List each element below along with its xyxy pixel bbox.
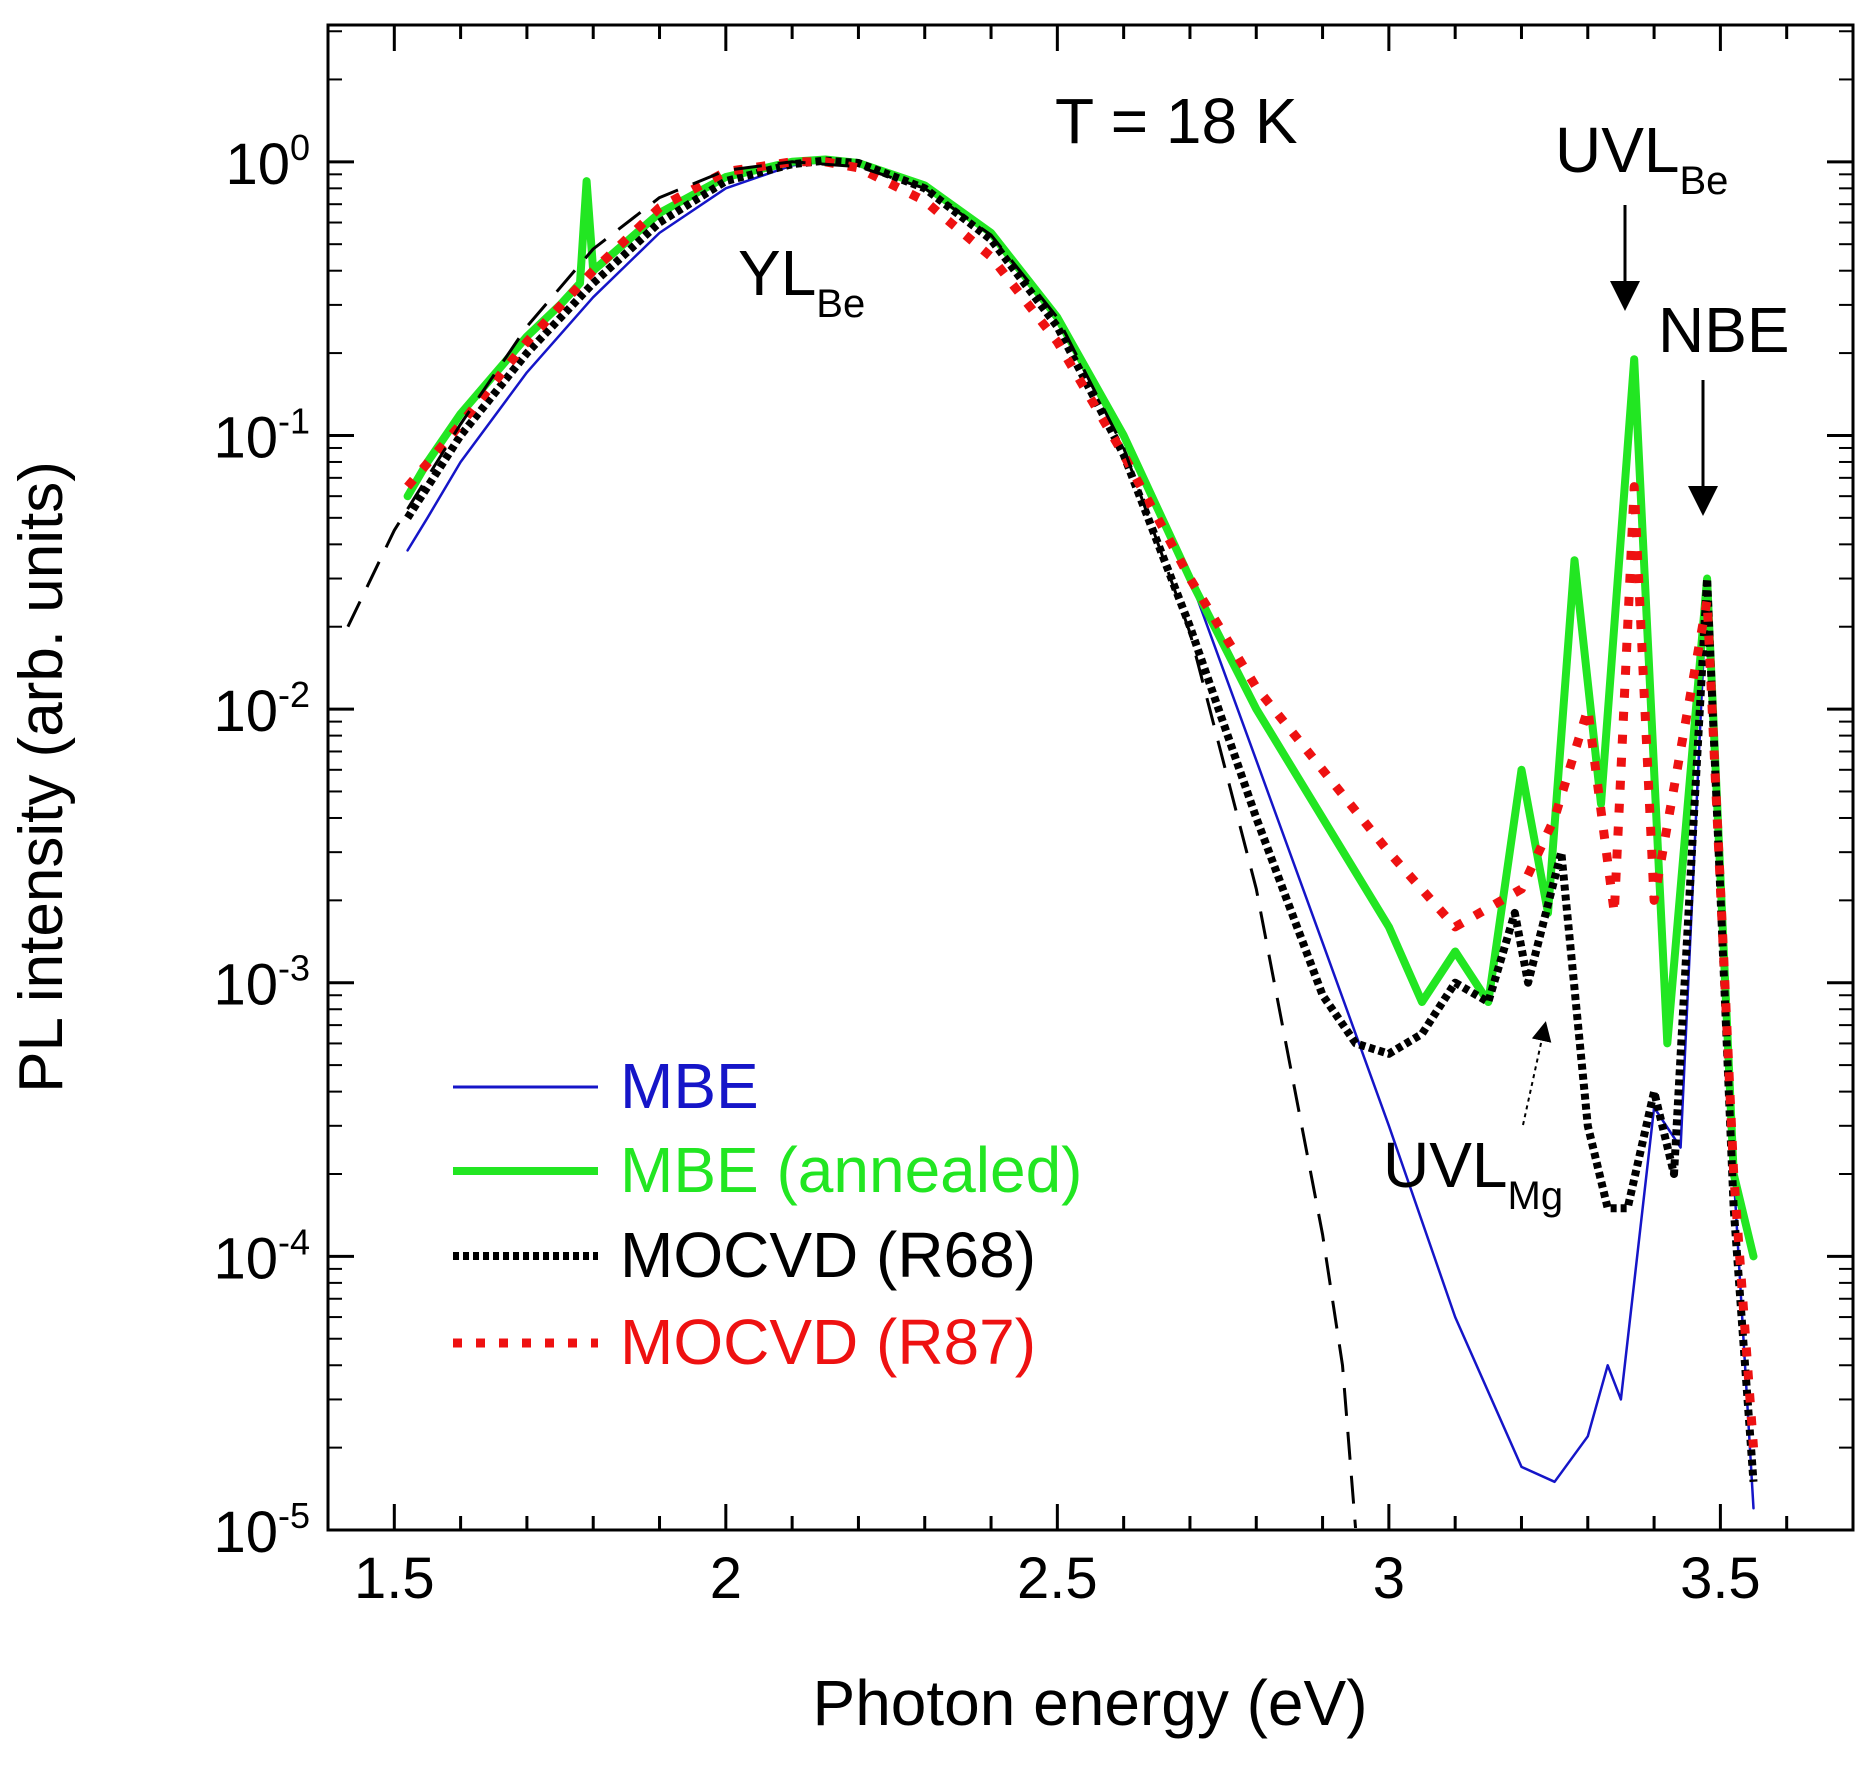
series-group [346, 155, 1758, 1528]
y-axis-label: PL intensity (arb. units) [7, 461, 76, 1093]
uvl-mg-arrow [1522, 1021, 1552, 1126]
plot-frame [326, 23, 1855, 1532]
legend-label-mocvd-r68: MOCVD (R68) [620, 1219, 1036, 1291]
x-tick-label: 2 [710, 1546, 742, 1611]
series-line-mocvd-r87 [404, 157, 1758, 1448]
x-tick-label: 1.5 [354, 1546, 435, 1611]
legend: MBE MBE (annealed) MOCVD (R68) MOCVD (R8… [453, 1050, 1082, 1378]
x-tick-label: 3 [1373, 1546, 1405, 1611]
nbe-annotation: NBE [1658, 294, 1790, 366]
x-tick-label: 3.5 [1680, 1546, 1761, 1611]
yl-be-annotation: YLBe [738, 237, 865, 326]
temperature-annotation: T = 18 K [1055, 85, 1298, 157]
y-tick-label: 10-5 [213, 1495, 310, 1565]
series-line-gaussian-fit [346, 160, 1358, 1528]
axis-ticks [326, 25, 1855, 1532]
series-line-mbe-annealed [403, 155, 1758, 1261]
legend-label-mbe-annealed: MBE (annealed) [620, 1134, 1082, 1206]
x-tick-labels: 1.5 2 2.5 3 3.5 [354, 1546, 1761, 1611]
y-tick-label: 10-4 [213, 1221, 310, 1291]
uvl-mg-annotation: UVLMg [1383, 1129, 1563, 1218]
legend-label-mbe: MBE [620, 1050, 759, 1122]
series-line-mocvd-r68 [404, 156, 1758, 1483]
x-tick-label: 2.5 [1017, 1546, 1098, 1611]
y-tick-label: 100 [225, 127, 310, 197]
legend-label-mocvd-r87: MOCVD (R87) [620, 1306, 1036, 1378]
uvl-be-annotation: UVLBe [1555, 114, 1728, 203]
y-tick-label: 10-3 [213, 948, 310, 1018]
x-axis-label: Photon energy (eV) [813, 1667, 1368, 1739]
y-tick-labels: 100 10-1 10-2 10-3 10-4 10-5 [213, 127, 310, 1565]
y-tick-label: 10-2 [213, 674, 310, 744]
y-tick-label: 10-1 [213, 400, 310, 470]
